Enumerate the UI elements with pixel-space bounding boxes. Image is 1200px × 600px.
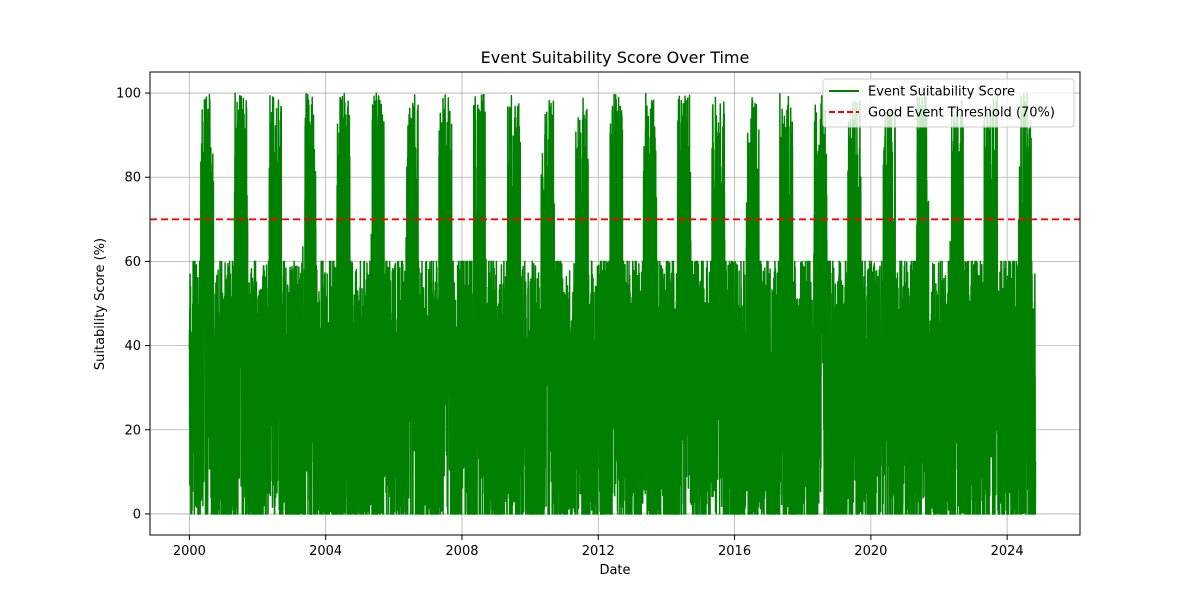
score-series-line xyxy=(188,92,1037,515)
x-tick-label: 2020 xyxy=(854,544,887,559)
legend-label-threshold: Good Event Threshold (70%) xyxy=(868,106,1055,121)
x-tick-label: 2024 xyxy=(991,544,1024,559)
x-tick-label: 2016 xyxy=(718,544,751,559)
x-tick-label: 2004 xyxy=(309,544,342,559)
x-axis-label: Date xyxy=(599,563,630,578)
x-tick-label: 2000 xyxy=(173,544,206,559)
y-tick-label: 20 xyxy=(124,423,141,438)
legend-box xyxy=(822,78,1075,128)
x-tick-label: 2008 xyxy=(445,544,478,559)
y-tick-label: 0 xyxy=(133,507,141,522)
y-tick-label: 40 xyxy=(124,339,141,354)
plot-data xyxy=(150,92,1080,515)
x-tick-label: 2012 xyxy=(582,544,615,559)
legend-label-score: Event Suitability Score xyxy=(868,85,1015,100)
y-tick-label: 80 xyxy=(124,171,141,186)
y-tick-label: 60 xyxy=(124,255,141,270)
legend: Event Suitability Score Good Event Thres… xyxy=(822,78,1075,128)
y-tick-label: 100 xyxy=(116,87,141,102)
plot-frame xyxy=(149,71,1081,536)
y-axis-label: Suitability Score (%) xyxy=(93,238,108,370)
axis-ticks: 2000 2004 2008 2012 2016 2020 2024 0 20 40 60 80 100 xyxy=(116,87,1024,559)
chart-title: Event Suitability Score Over Time xyxy=(481,48,750,67)
